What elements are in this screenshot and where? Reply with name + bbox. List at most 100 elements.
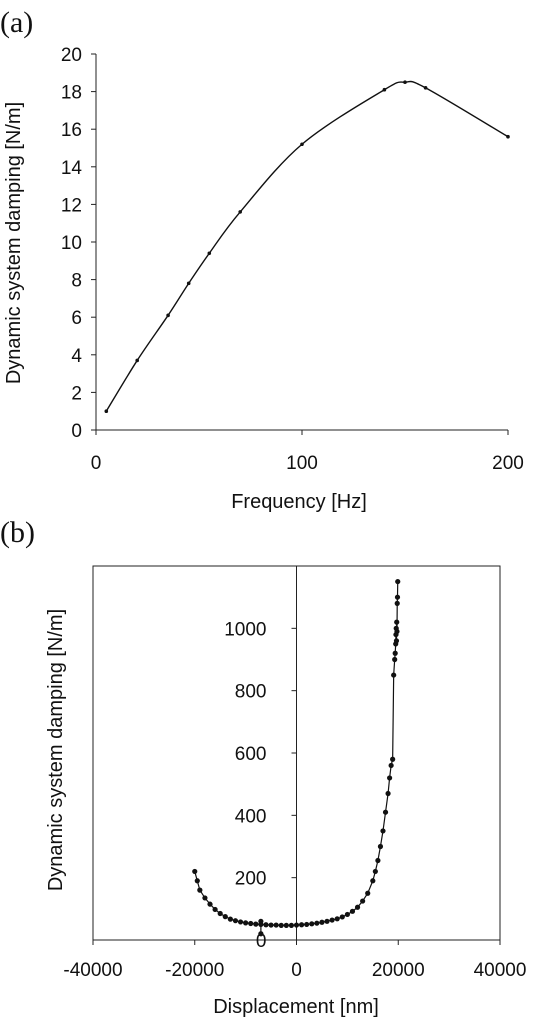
panel-b-x-tick-label: 40000 bbox=[474, 960, 527, 981]
panel-b-data-point bbox=[278, 922, 284, 928]
panel-b-data-point bbox=[394, 594, 401, 600]
panel-b-data-point bbox=[365, 890, 371, 896]
panel-b-data-point bbox=[377, 843, 384, 850]
panel-a-y-tick-label: 2 bbox=[71, 383, 82, 404]
panel-b-data-point bbox=[380, 828, 386, 834]
panel-b-data-point bbox=[370, 878, 376, 884]
panel-b-data-point bbox=[394, 628, 400, 635]
panel-b-data-point bbox=[394, 619, 400, 625]
panel-b-data-point bbox=[253, 921, 259, 927]
panel-a-data-point bbox=[300, 142, 304, 147]
panel-a-data-point bbox=[238, 210, 242, 214]
chart-panel-b: (b) 0 200 400 600 800 1000 -40000 -20000 0 20000… bbox=[0, 516, 526, 1018]
panel-b-data-point bbox=[339, 914, 345, 920]
panel-a-data-point bbox=[104, 409, 109, 414]
panel-b-x-tick-labels: -40000 -20000 0 20000 40000 bbox=[63, 940, 526, 981]
panel-b-data-point bbox=[395, 578, 401, 585]
panel-b-data-point bbox=[222, 914, 228, 920]
panel-a-y-tick-label: 16 bbox=[61, 120, 82, 141]
panel-a-data-point bbox=[166, 313, 170, 318]
panel-b-data-point bbox=[212, 906, 218, 913]
panel-b-data-point bbox=[309, 921, 315, 927]
panel-b-y-tick-labels: 0 200 400 600 800 1000 bbox=[224, 619, 297, 952]
panel-b-data-point bbox=[375, 857, 381, 864]
panel-b-data-point bbox=[360, 898, 366, 904]
panel-b-data-point bbox=[394, 600, 400, 607]
panel-a-x-tick-label: 0 bbox=[91, 453, 102, 474]
panel-b-data-point bbox=[258, 918, 264, 924]
panel-a-x-tick-label: 200 bbox=[492, 453, 524, 474]
panel-b-x-tick-label: -20000 bbox=[165, 960, 224, 981]
panel-b-y-tick-label: 800 bbox=[235, 682, 267, 703]
panel-b-y-axis-title: Dynamic system damping [N/m] bbox=[45, 609, 67, 891]
panel-a-y-tick-label: 0 bbox=[71, 421, 82, 442]
panel-b-data-point bbox=[314, 920, 320, 926]
panel-a-data-point bbox=[135, 358, 139, 363]
panel-a-x-tick-labels: 0 100 200 bbox=[91, 430, 524, 474]
panel-a-label: (a) bbox=[0, 6, 33, 39]
panel-b-data-point bbox=[388, 762, 394, 769]
panel-b-y-tick-label: 200 bbox=[235, 869, 267, 890]
panel-b-data-point bbox=[202, 895, 208, 901]
panel-b-data-point bbox=[344, 911, 350, 918]
panel-a-x-axis-title: Frequency [Hz] bbox=[231, 491, 367, 513]
panel-a-y-tick-label: 12 bbox=[61, 195, 82, 216]
panel-a-data-point bbox=[186, 281, 191, 286]
panel-b-data-point bbox=[217, 910, 223, 917]
panel-b-data-point bbox=[385, 790, 391, 797]
panel-b-data-point bbox=[197, 887, 203, 893]
panel-b-data-point bbox=[268, 922, 274, 928]
panel-b-x-tick-label: 0 bbox=[291, 960, 302, 981]
panel-b-data-point bbox=[393, 638, 400, 644]
panel-b-x-tick-label: -40000 bbox=[63, 960, 122, 981]
panel-b-data-point bbox=[324, 918, 330, 924]
panel-a-data-point bbox=[207, 251, 212, 256]
panel-b-data-point bbox=[382, 809, 389, 815]
panel-b-data-point bbox=[192, 868, 198, 875]
chart-panel-a: (a) 0 2 4 6 8 10 12 14 16 18 20 0 100 200 Frequency … bbox=[0, 6, 524, 513]
panel-b-data-point bbox=[334, 916, 340, 922]
panel-a-y-tick-label: 6 bbox=[71, 308, 82, 329]
panel-b-data-point bbox=[372, 868, 378, 875]
panel-b-data-point bbox=[237, 919, 244, 925]
panel-b-data-point bbox=[354, 904, 361, 910]
panel-b-data-point bbox=[390, 756, 396, 762]
panel-a-y-tick-label: 4 bbox=[71, 346, 82, 367]
panel-a-x-tick-label: 100 bbox=[286, 453, 318, 474]
panel-a-series bbox=[104, 80, 510, 414]
panel-b-data-point bbox=[194, 878, 200, 884]
panel-b-x-axis-title: Displacement [nm] bbox=[213, 996, 379, 1018]
panel-b-x-tick-label: 20000 bbox=[372, 960, 425, 981]
panel-a-y-tick-labels: 0 2 4 6 8 10 12 14 16 18 20 bbox=[61, 45, 96, 442]
panel-b-label: (b) bbox=[0, 516, 35, 549]
panel-b-data-point bbox=[293, 922, 300, 928]
panel-b-data-point bbox=[207, 901, 213, 907]
panel-a-y-tick-label: 18 bbox=[61, 83, 82, 104]
panel-b-data-point bbox=[298, 922, 305, 928]
panel-a-y-axis-title: Dynamic system damping [N/m] bbox=[3, 102, 25, 384]
panel-a-series-line bbox=[105, 80, 509, 412]
panel-a-data-point bbox=[506, 134, 510, 139]
panel-a-y-tick-label: 10 bbox=[61, 233, 82, 254]
panel-b-data-point bbox=[273, 922, 279, 928]
panel-b-data-point bbox=[248, 920, 254, 927]
panel-b-data-point bbox=[392, 650, 398, 656]
panel-b-y-tick-label: 400 bbox=[235, 806, 267, 827]
panel-b-data-point bbox=[258, 931, 264, 937]
panel-a-y-tick-label: 8 bbox=[71, 271, 82, 292]
panel-b-data-point bbox=[232, 918, 239, 924]
panel-a-data-point bbox=[423, 86, 428, 90]
panel-b-data-point bbox=[391, 672, 397, 678]
panel-b-data-point bbox=[349, 908, 356, 914]
panel-b-y-tick-label: 0 bbox=[256, 931, 267, 952]
panel-b-series bbox=[192, 578, 401, 937]
panel-b-series-line bbox=[194, 581, 399, 926]
panel-b-data-point bbox=[288, 922, 295, 928]
panel-b-data-point bbox=[319, 919, 325, 925]
panel-b-y-tick-label: 600 bbox=[235, 744, 267, 765]
panel-a-data-point bbox=[382, 87, 387, 92]
panel-b-data-point bbox=[243, 920, 249, 926]
panel-b-data-point bbox=[392, 656, 398, 663]
panel-b-data-point bbox=[304, 921, 310, 928]
